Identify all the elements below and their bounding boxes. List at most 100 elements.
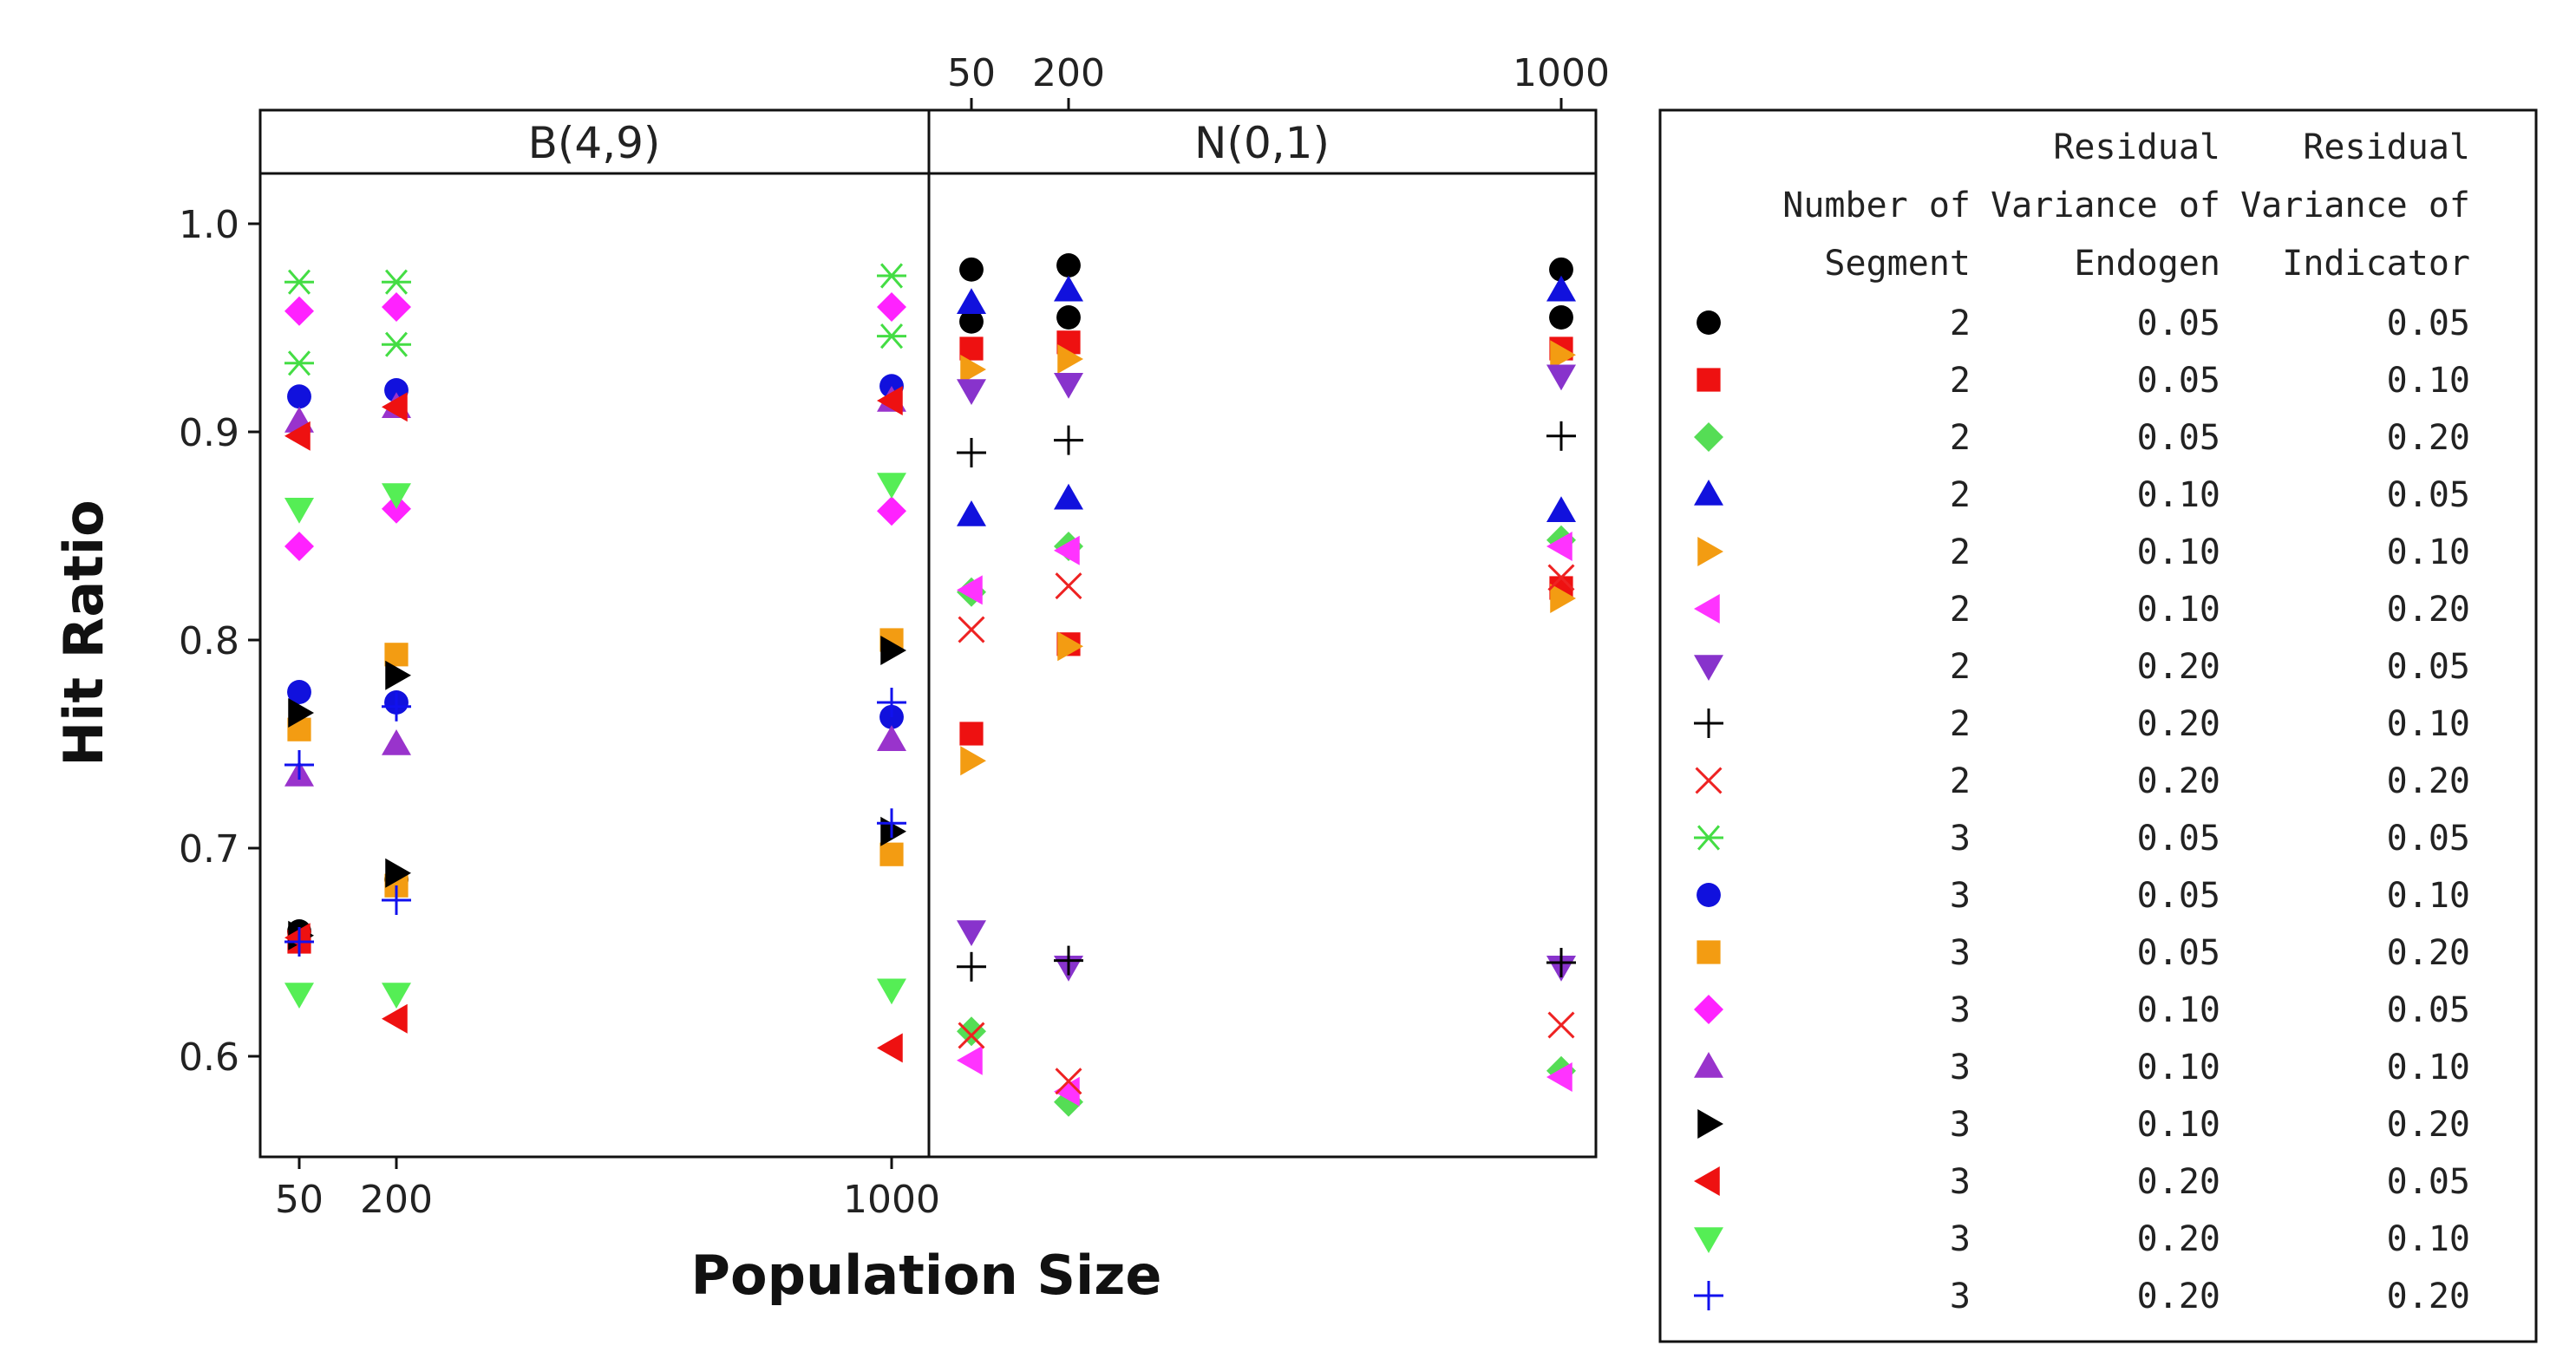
legend-value: 0.05 — [2387, 990, 2470, 1030]
legend-value: 2 — [1950, 761, 1971, 801]
legend-value: 0.10 — [2137, 590, 2220, 630]
legend-marker — [1694, 995, 1723, 1024]
x-tick-label: 1000 — [843, 1178, 940, 1222]
legend-value: 3 — [1950, 1219, 1971, 1259]
x-axis-bottom: 50 200 1000 — [275, 1157, 940, 1222]
data-point — [284, 532, 314, 561]
legend-value: 0.05 — [2137, 933, 2220, 973]
legend-value: 3 — [1950, 1105, 1971, 1145]
legend-value: 0.05 — [2387, 819, 2470, 859]
legend-value: 0.10 — [2137, 1048, 2220, 1087]
data-point — [385, 858, 411, 888]
data-point — [284, 269, 314, 295]
data-point — [1546, 532, 1572, 561]
data-point — [382, 729, 411, 755]
legend-value: 2 — [1950, 418, 1971, 458]
legend-value: 3 — [1950, 819, 1971, 859]
data-point — [1054, 425, 1083, 455]
legend-value: 0.20 — [2387, 933, 2470, 973]
legend-header: Residual — [2053, 127, 2220, 167]
data-point — [877, 688, 906, 717]
data-point — [288, 698, 314, 728]
legend-value: 0.10 — [2137, 532, 2220, 572]
data-point — [1549, 305, 1573, 330]
data-point — [1056, 253, 1081, 278]
data-point — [960, 746, 986, 776]
data-point — [957, 575, 983, 605]
data-point — [877, 725, 906, 751]
legend-marker — [1694, 1227, 1723, 1253]
legend-value: 3 — [1950, 1162, 1971, 1202]
data-point — [958, 616, 985, 643]
data-point — [1054, 535, 1080, 565]
data-point — [957, 438, 986, 467]
data-point — [382, 392, 408, 422]
data-point — [382, 483, 411, 509]
data-point — [1057, 344, 1083, 374]
data-point — [382, 1003, 408, 1034]
data-point — [879, 842, 904, 866]
legend-value: 0.20 — [2387, 1277, 2470, 1316]
data-point — [1057, 631, 1083, 662]
x-tick-label-top: 200 — [1032, 51, 1105, 95]
legend-marker — [1697, 537, 1723, 566]
legend-header: Indicator — [2282, 244, 2470, 284]
data-point — [287, 384, 311, 409]
legend-marker — [1695, 767, 1723, 794]
data-point — [1546, 496, 1576, 522]
data-point — [959, 722, 984, 746]
legend-marker — [1694, 655, 1723, 681]
legend-marker — [1694, 480, 1723, 506]
data-point — [284, 296, 314, 326]
data-point — [877, 978, 906, 1005]
data-point — [382, 292, 411, 322]
data-point — [382, 691, 411, 722]
data-point — [1549, 257, 1573, 282]
data-point — [1056, 305, 1081, 330]
legend-header: Number of — [1782, 186, 1971, 225]
data-point — [1054, 945, 1083, 976]
data-point — [284, 750, 314, 780]
data-point — [284, 350, 314, 376]
data-point — [1546, 421, 1576, 451]
data-point — [959, 257, 984, 282]
data-point — [877, 473, 906, 499]
data-point — [284, 927, 314, 957]
legend-value: 3 — [1950, 990, 1971, 1030]
legend-value: 2 — [1950, 304, 1971, 343]
data-point — [1547, 564, 1575, 591]
legend-value: 2 — [1950, 475, 1971, 515]
legend-marker — [1694, 594, 1720, 624]
legend-value: 0.05 — [2137, 876, 2220, 916]
data-point — [284, 421, 311, 451]
legend-value: 0.10 — [2137, 475, 2220, 515]
legend-value: 0.10 — [2387, 532, 2470, 572]
data-point — [957, 1045, 983, 1075]
data-point — [957, 1016, 986, 1047]
data-point — [1055, 1068, 1082, 1095]
legend-marker — [1694, 1281, 1723, 1310]
data-point — [957, 951, 986, 982]
legend-value: 0.05 — [2137, 819, 2220, 859]
data-point — [382, 269, 411, 295]
data-point — [384, 643, 409, 667]
x-axis-title: Population Size — [691, 1244, 1162, 1307]
data-point — [880, 816, 906, 846]
data-point — [877, 323, 906, 349]
legend-value: 0.05 — [2387, 647, 2470, 687]
legend-value: 0.10 — [2387, 361, 2470, 401]
legend-marker — [1697, 368, 1721, 392]
x-axis-top: 50 200 1000 — [947, 51, 1610, 110]
x-tick-label: 50 — [275, 1178, 324, 1222]
data-point — [1546, 1062, 1572, 1092]
x-tick-label-top: 50 — [947, 51, 996, 95]
legend-marker — [1694, 1166, 1720, 1196]
legend-value: 0.05 — [2137, 418, 2220, 458]
legend-value: 3 — [1950, 1277, 1971, 1316]
data-point — [957, 500, 986, 526]
x-tick-label: 200 — [360, 1178, 433, 1222]
legend-value: 0.10 — [2137, 1105, 2220, 1145]
data-point — [1547, 1011, 1575, 1039]
data-point — [382, 983, 411, 1009]
